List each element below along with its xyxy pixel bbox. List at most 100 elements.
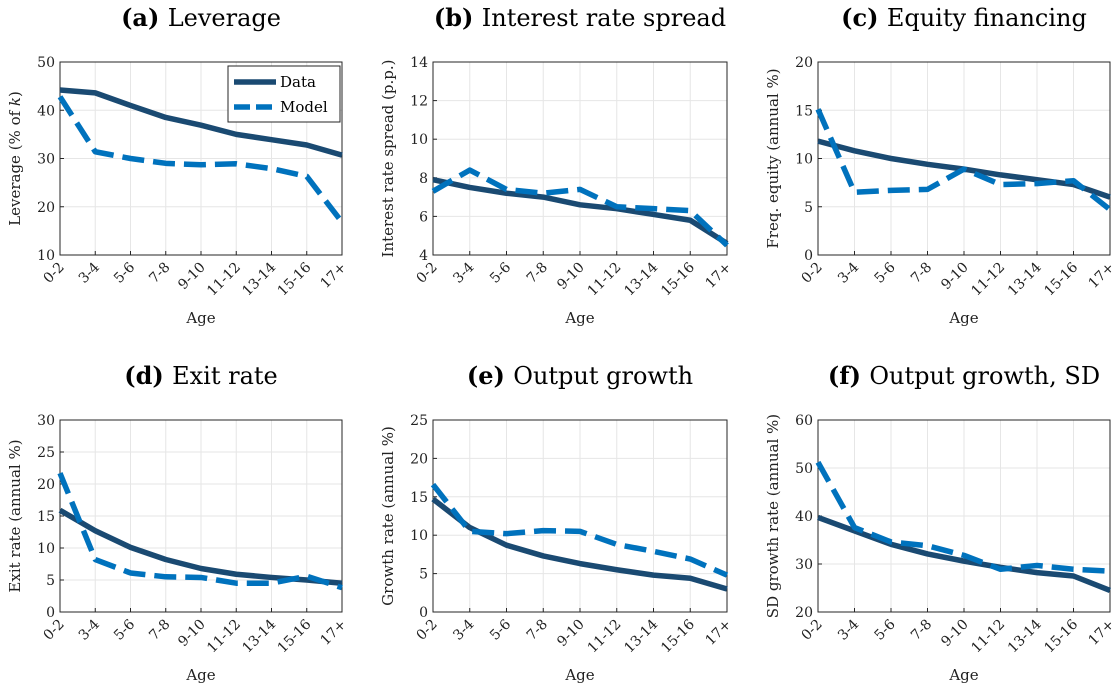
legend-label-data: Data [280, 73, 316, 91]
y-tick-label: 25 [37, 445, 55, 461]
series-line-model [430, 482, 729, 578]
series-line-data [432, 177, 729, 246]
x-tick-label: 13-14 [239, 616, 279, 656]
y-tick-label: 30 [37, 152, 55, 168]
x-tick-label: 3-4 [76, 616, 103, 643]
series-line-data [59, 87, 343, 158]
y-tick-label: 20 [795, 605, 813, 621]
y-tick-label: 10 [410, 528, 428, 544]
x-tick-label: 3-4 [450, 616, 477, 643]
series-line-model [815, 460, 1111, 574]
y-tick-label: 60 [795, 413, 813, 429]
y-tick-label: 10 [37, 541, 55, 557]
y-axis-label: SD growth rate (annual %) [764, 414, 782, 618]
x-tick-label: 9-10 [554, 616, 588, 650]
y-axis-label: Leverage (% of k) [6, 91, 24, 226]
x-tick-label: 15-16 [275, 616, 315, 656]
x-tick-label: 13-14 [239, 259, 279, 299]
y-tick-label: 5 [804, 200, 813, 216]
x-tick-label: 15-16 [275, 259, 315, 299]
x-tick-label: 3-4 [835, 616, 862, 643]
x-axis-label: Age [948, 666, 978, 684]
y-tick-label: 30 [795, 557, 813, 573]
x-tick-label: 5-6 [872, 259, 899, 286]
x-tick-label: 11-12 [204, 259, 244, 299]
x-tick-label: 13-14 [621, 616, 661, 656]
series-line-model [57, 95, 345, 224]
x-tick-label: 5-6 [487, 259, 514, 286]
x-tick-label: 5-6 [111, 259, 138, 286]
panel-e: 0 5 10 15 20 25 0-2 3-4 5-6 7-8 9-1011-1213-1415-1… [379, 361, 735, 684]
legend: Data Model [227, 65, 341, 123]
legend-box [227, 65, 341, 123]
x-tick-label: 13-14 [1005, 259, 1045, 299]
x-tick-label: 11-12 [585, 616, 625, 656]
x-tick-label: 11-12 [204, 616, 244, 656]
x-tick-label: 7-8 [146, 616, 173, 643]
x-tick-label: 7-8 [146, 259, 173, 286]
x-tick-label: 5-6 [111, 616, 138, 643]
x-tick-label: 17+ [703, 259, 735, 291]
x-tick-label: 11-12 [968, 259, 1008, 299]
series-line-model [431, 167, 729, 248]
series-line-data [817, 514, 1112, 593]
y-axis-label: Exit rate (annual %) [6, 439, 24, 592]
x-tick-label: 17+ [703, 616, 735, 648]
y-tick-label: 10 [410, 132, 428, 148]
panel-title: (f) Output growth, SD [828, 361, 1100, 390]
x-tick-label: 17+ [1086, 259, 1118, 291]
x-tick-label: 7-8 [908, 259, 935, 286]
x-tick-label: 13-14 [1005, 616, 1045, 656]
panel-title: (e) Output growth [467, 361, 693, 390]
y-axis-label: Freq. equity (annual %) [764, 68, 782, 248]
y-tick-label: 50 [37, 55, 55, 71]
x-tick-label: 0-2 [414, 616, 441, 643]
x-axis-label: Age [564, 309, 594, 327]
y-tick-label: 15 [795, 103, 813, 119]
x-axis-label: Age [185, 666, 215, 684]
y-tick-label: 5 [419, 567, 428, 583]
y-tick-label: 0 [46, 605, 55, 621]
x-tick-label: 5-6 [487, 616, 514, 643]
y-tick-label: 20 [37, 200, 55, 216]
x-tick-label: 5-6 [872, 616, 899, 643]
panel-title: (b) Interest rate spread [434, 3, 726, 32]
y-tick-label: 20 [37, 477, 55, 493]
x-tick-label: 13-14 [621, 259, 661, 299]
x-axis-label: Age [185, 309, 215, 327]
y-tick-label: 50 [795, 461, 813, 477]
y-tick-label: 4 [419, 248, 428, 264]
x-tick-label: 11-12 [968, 616, 1008, 656]
x-tick-label: 17+ [318, 259, 350, 291]
panel-b: 4 6 8 10 12 14 0-2 3-4 5-6 7-8 9-1011-1213-1415-16… [379, 3, 735, 327]
x-tick-label: 3-4 [450, 259, 477, 286]
y-axis-label: Interest rate spread (p.p.) [379, 60, 397, 258]
y-axis-label: Growth rate (annual %) [379, 426, 397, 606]
x-tick-label: 0-2 [799, 259, 826, 286]
x-tick-label: 3-4 [835, 259, 862, 286]
x-tick-label: 15-16 [1041, 259, 1081, 299]
x-tick-label: 7-8 [908, 616, 935, 643]
x-tick-label: 0-2 [41, 616, 68, 643]
panel-title: (a) Leverage [121, 3, 281, 32]
series-line-model [815, 108, 1112, 212]
panel-title: (c) Equity financing [841, 3, 1087, 32]
x-tick-label: 7-8 [524, 259, 551, 286]
x-axis-label: Age [948, 309, 978, 327]
legend-label-model: Model [280, 98, 328, 116]
y-tick-label: 12 [410, 94, 428, 110]
x-tick-label: 0-2 [414, 259, 441, 286]
x-tick-label: 7-8 [524, 616, 551, 643]
x-tick-label: 9-10 [938, 259, 972, 293]
y-tick-label: 20 [410, 451, 428, 467]
x-tick-label: 15-16 [658, 616, 698, 656]
y-tick-label: 10 [795, 152, 813, 168]
x-tick-label: 9-10 [554, 259, 588, 293]
y-tick-label: 14 [410, 55, 428, 71]
x-axis-label: Age [564, 666, 594, 684]
